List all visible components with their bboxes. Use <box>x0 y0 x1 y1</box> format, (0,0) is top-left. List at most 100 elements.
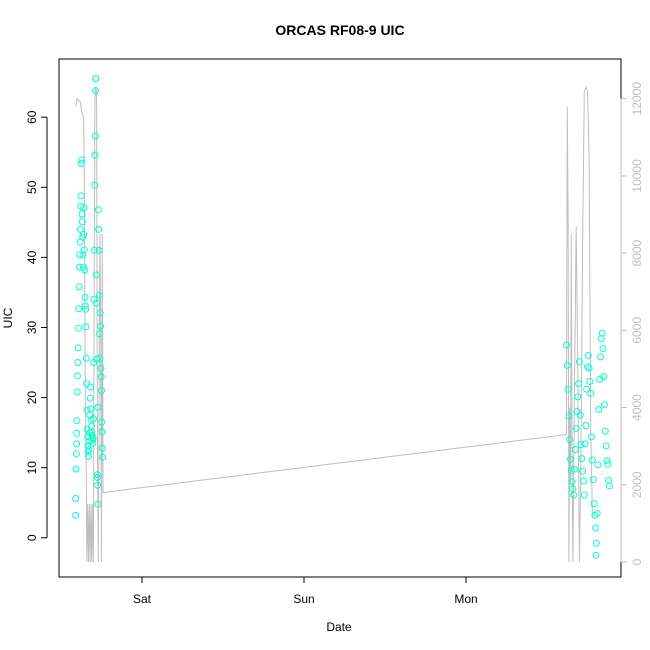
data-point <box>86 394 94 402</box>
data-point <box>589 476 597 484</box>
data-point <box>588 456 596 464</box>
data-point <box>81 302 89 310</box>
data-point <box>605 476 613 484</box>
data-point <box>570 491 578 499</box>
data-point <box>82 323 90 331</box>
chart-title: ORCAS RF08-9 UIC <box>275 22 404 38</box>
left-axis-tick-label: 20 <box>25 391 39 405</box>
right-axis-tick-label: 2000 <box>630 471 644 498</box>
x-axis: Sat Sun Mon <box>133 576 478 606</box>
data-point <box>72 465 80 473</box>
data-point <box>95 291 103 299</box>
data-point <box>96 330 104 338</box>
data-point <box>583 385 591 393</box>
data-point <box>92 75 100 83</box>
data-point <box>85 446 93 453</box>
data-point <box>575 358 583 366</box>
right-axis-tick-label: 10000 <box>630 159 644 193</box>
data-point <box>601 401 608 409</box>
data-point <box>605 482 613 490</box>
right-axis-tick-label: 4000 <box>630 394 644 421</box>
data-point <box>74 359 82 366</box>
data-point <box>585 364 593 372</box>
left-axis-tick-label: 60 <box>25 110 39 124</box>
data-point <box>567 455 574 463</box>
x-axis-tick-label: Mon <box>454 592 477 606</box>
data-point <box>592 524 600 532</box>
data-point <box>75 283 83 291</box>
y-axis-label: UIC <box>1 307 15 328</box>
data-point <box>89 415 97 423</box>
data-point <box>593 509 601 517</box>
data-point <box>94 481 102 489</box>
data-point <box>87 383 94 391</box>
data-point <box>88 428 96 436</box>
data-point <box>98 387 105 395</box>
data-point <box>98 418 106 426</box>
data-point <box>579 467 587 475</box>
data-point <box>598 329 606 337</box>
data-point <box>98 428 106 436</box>
right-axis-tick-label: 12000 <box>630 82 644 116</box>
data-point <box>93 474 101 481</box>
data-point <box>578 455 586 463</box>
data-point <box>75 324 82 332</box>
data-point <box>592 539 600 547</box>
data-point <box>94 403 102 411</box>
data-point <box>569 485 577 493</box>
data-point <box>597 353 604 361</box>
data-point <box>582 422 590 430</box>
data-point <box>89 439 97 447</box>
data-point <box>78 156 86 164</box>
data-point <box>601 427 609 435</box>
data-point <box>97 364 105 372</box>
data-point <box>592 551 600 559</box>
left-y-axis: 0 10 20 30 40 50 60 <box>25 110 48 541</box>
x-axis-label: Date <box>326 620 352 634</box>
left-axis-tick-label: 30 <box>25 321 39 335</box>
data-point <box>97 373 105 381</box>
data-point <box>94 206 102 214</box>
right-axis-tick-label: 6000 <box>630 317 644 344</box>
data-point <box>594 461 602 469</box>
data-point <box>87 405 95 413</box>
left-axis-tick-label: 10 <box>25 461 39 475</box>
data-point <box>75 305 83 313</box>
right-axis-tick-label: 0 <box>630 558 644 565</box>
x-axis-tick-label: Sat <box>133 592 152 606</box>
data-point <box>568 478 576 486</box>
data-point <box>604 460 612 468</box>
data-point <box>73 440 81 448</box>
data-point <box>580 477 587 485</box>
right-y-axis: 0 2000 4000 6000 8000 10000 12000 <box>620 82 644 565</box>
data-point <box>577 441 585 449</box>
data-point <box>85 453 92 460</box>
data-point <box>72 450 80 458</box>
data-point <box>72 511 80 519</box>
left-axis-tick-label: 50 <box>25 180 39 194</box>
data-point <box>566 436 574 444</box>
data-point <box>82 305 90 313</box>
data-point <box>73 429 81 437</box>
data-point <box>571 465 578 473</box>
data-point <box>93 471 101 479</box>
data-point <box>74 372 81 380</box>
data-point <box>99 444 106 452</box>
data-point <box>73 417 81 425</box>
data-point <box>76 225 84 233</box>
data-point <box>80 204 88 212</box>
data-point <box>91 181 99 189</box>
data-point <box>82 354 90 362</box>
data-point <box>586 378 594 385</box>
data-point <box>77 192 85 200</box>
data-point <box>90 246 98 254</box>
data-point <box>565 412 573 420</box>
data-point <box>99 453 107 461</box>
data-point <box>93 355 101 363</box>
data-point <box>581 440 589 448</box>
data-point <box>78 218 86 226</box>
data-point <box>96 309 104 317</box>
data-point <box>603 457 611 465</box>
data-point <box>93 299 101 307</box>
